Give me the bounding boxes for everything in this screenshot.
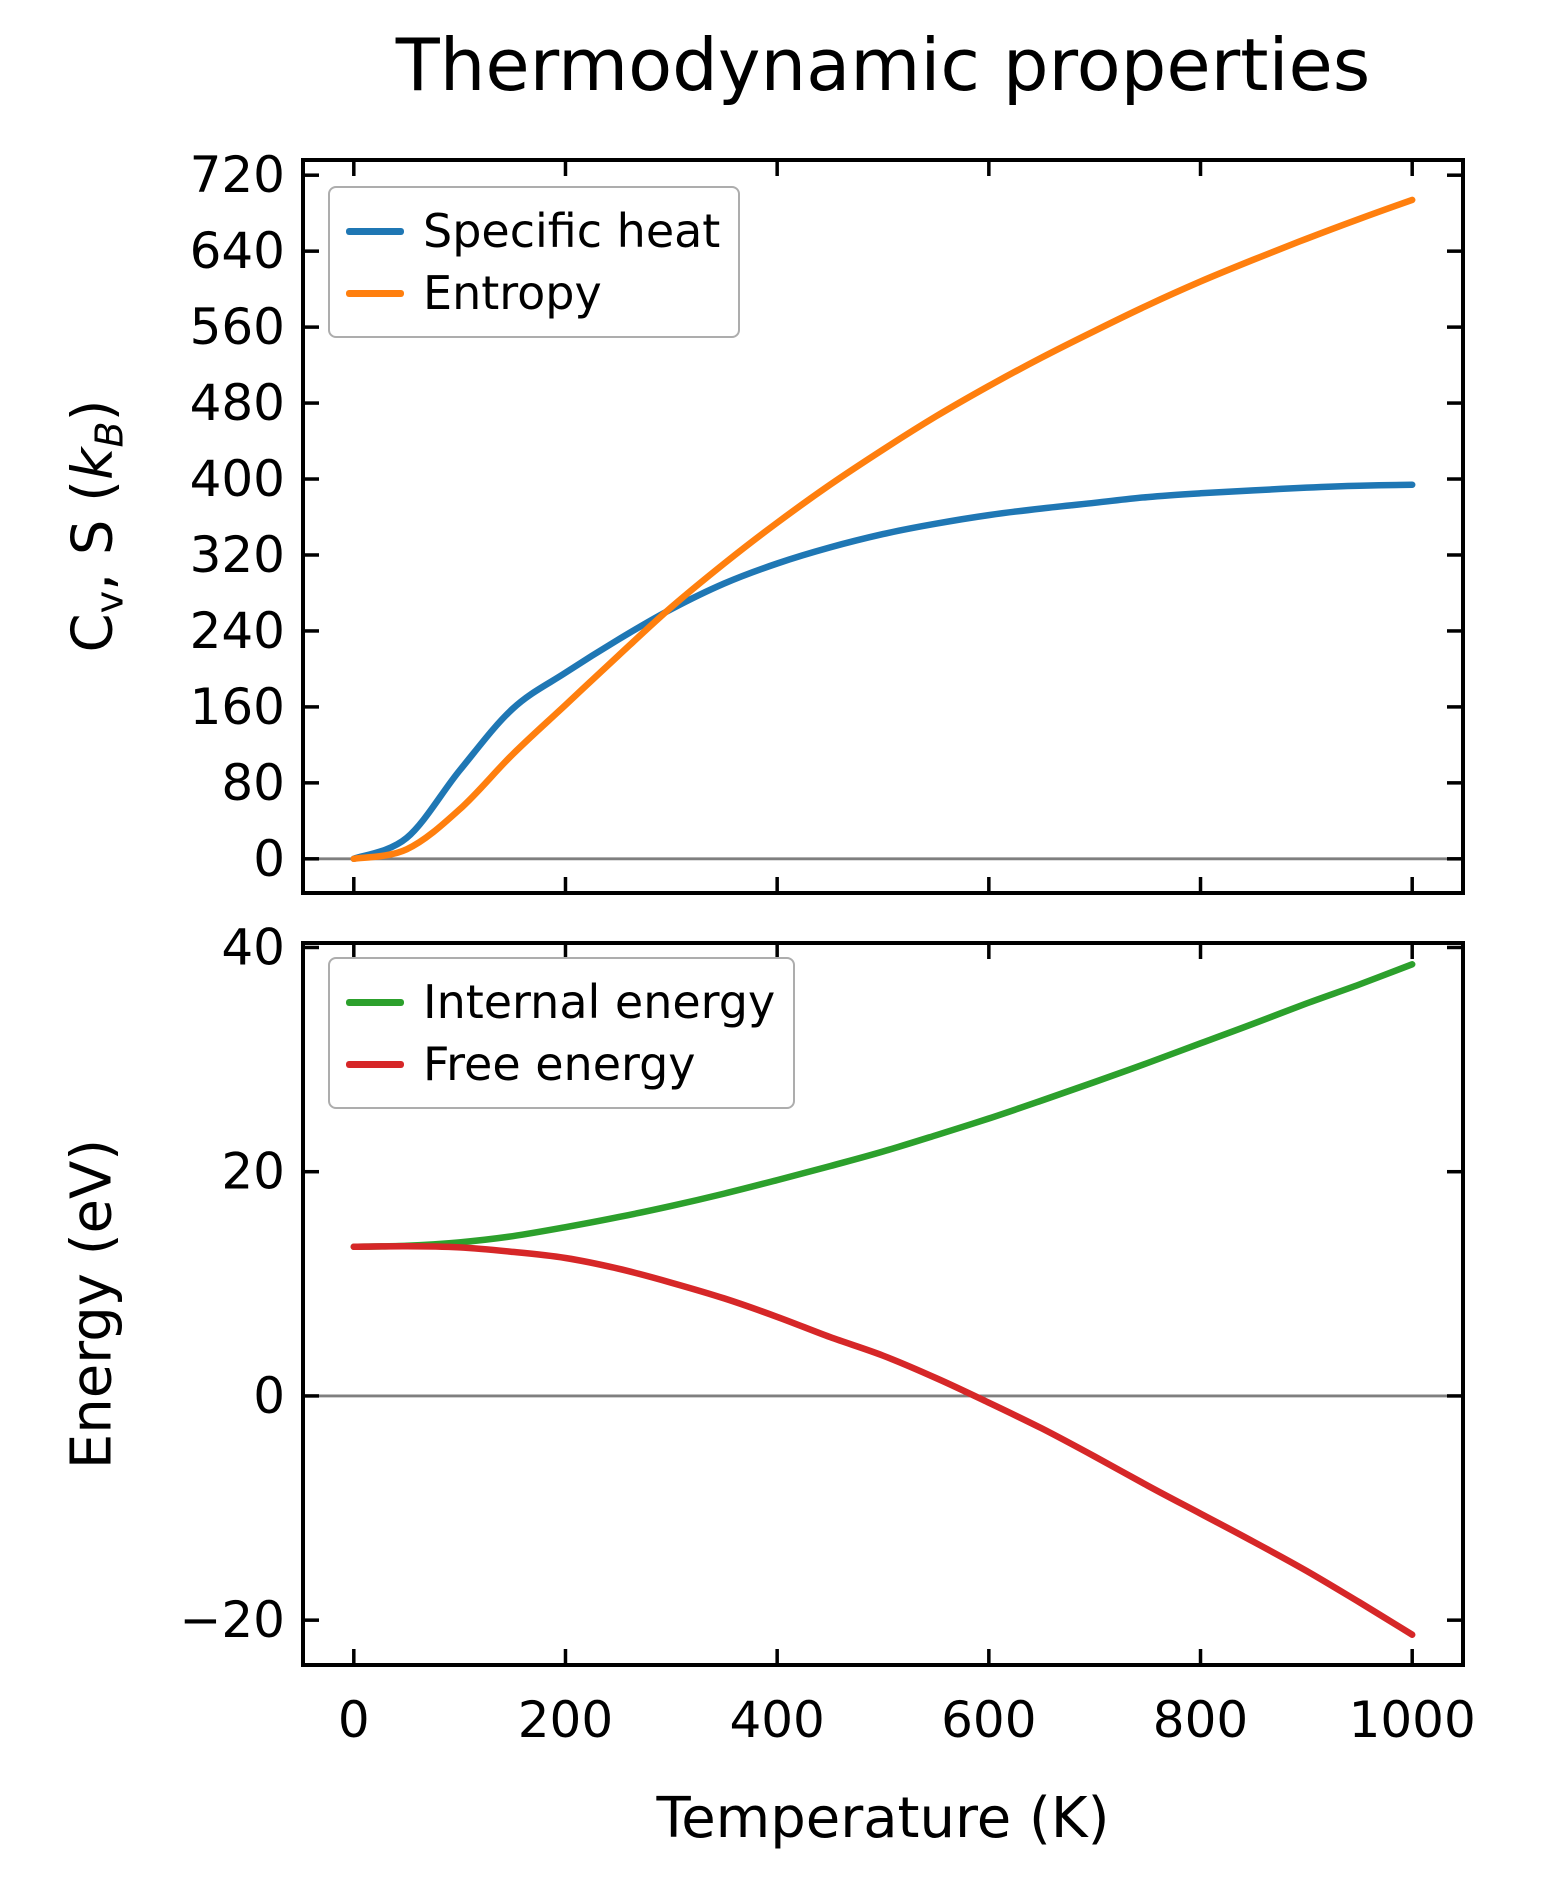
y-tick-label: 240 [190,602,285,660]
y-tick-label: 560 [190,298,285,356]
y-axis-label-top: Cv, S (kB) [61,400,132,653]
y-tick-label: 400 [190,450,285,508]
x-tick-label: 800 [1153,1691,1248,1749]
y-tick-label: 80 [221,754,285,812]
legend-bottom: Internal energy Free energy [328,957,796,1109]
legend-label-specific-heat: Specific heat [423,204,721,258]
y-axis-label-bottom: Energy (eV) [60,1139,125,1469]
plot-border [301,158,1465,895]
y-tick-label: 20 [221,1143,285,1201]
legend-handle-entropy [346,289,404,297]
legend-label-internal-energy: Internal energy [423,975,776,1029]
x-tick-label: 600 [941,1691,1036,1749]
curve-specific-heat [350,481,1416,863]
legend-handle-free-energy [346,1060,404,1068]
legend-entry-internal-energy: Internal energy [346,971,775,1033]
y-axis-label-fragment: B [87,421,132,448]
legend-entry-free-energy: Free energy [346,1033,775,1095]
y-tick-label: 0 [253,1367,285,1425]
legend-handle-specific-heat [346,227,404,235]
legend-top: Specific heat Entropy [328,186,741,338]
y-tick-label: 320 [190,526,285,584]
legend-entry-entropy: Entropy [346,262,720,324]
curve-internal-energy [350,961,1416,1251]
legend-handle-internal-energy [346,998,404,1006]
curve-entropy [350,196,1416,863]
curve-free-energy [350,1242,1416,1638]
x-axis-label: Temperature (K) [656,1786,1110,1851]
x-tick-label: 1000 [1349,1691,1476,1749]
y-axis-label-fragment: v [87,590,132,614]
chart-title: Thermodynamic properties [395,23,1371,107]
y-tick-label: 640 [190,222,285,280]
y-axis-label-fragment: C [60,613,126,653]
y-axis-label-fragment: , S ( [60,479,126,591]
y-axis-label-bottom-text: Energy (eV) [59,1138,125,1470]
y-tick-label: 480 [190,374,285,432]
legend-label-entropy: Entropy [423,266,602,320]
x-tick-label: 200 [518,1691,613,1749]
x-tick-label: 0 [338,1691,370,1749]
plot-border [301,941,1465,1667]
y-axis-label-fragment: k [60,447,126,480]
y-tick-label: 0 [253,830,285,888]
y-axis-label-fragment: ) [60,399,126,422]
legend-label-free-energy: Free energy [423,1037,696,1091]
y-tick-label: 160 [190,678,285,736]
y-tick-label: 720 [190,146,285,204]
y-axis-label-top-text: Cv, S (kB) [60,399,132,653]
y-tick-label: 40 [221,918,285,976]
y-tick-label: −20 [179,1591,285,1649]
legend-entry-specific-heat: Specific heat [346,200,720,262]
x-tick-label: 400 [729,1691,824,1749]
